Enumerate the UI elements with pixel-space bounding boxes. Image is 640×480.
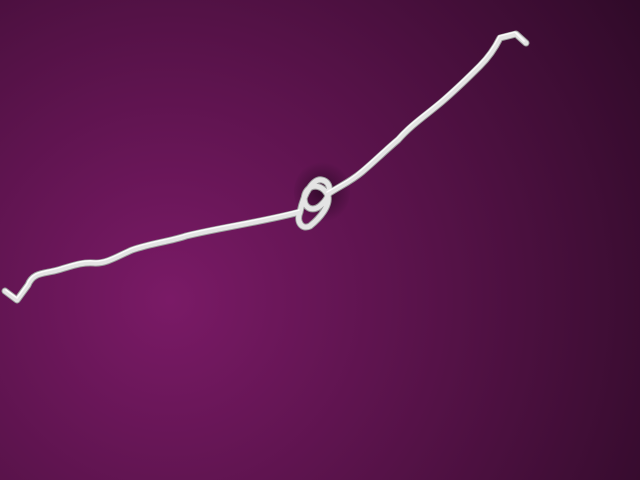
rope-right-highlight (326, 31, 525, 193)
rope-highlight-layer (5, 31, 525, 299)
knot-loop (296, 177, 332, 230)
rope-left-segment (2, 209, 303, 303)
rope-body-layer (2, 31, 529, 303)
rope-right-segment (325, 31, 529, 197)
rope (1, 30, 530, 304)
rope-left-highlight (5, 209, 300, 299)
